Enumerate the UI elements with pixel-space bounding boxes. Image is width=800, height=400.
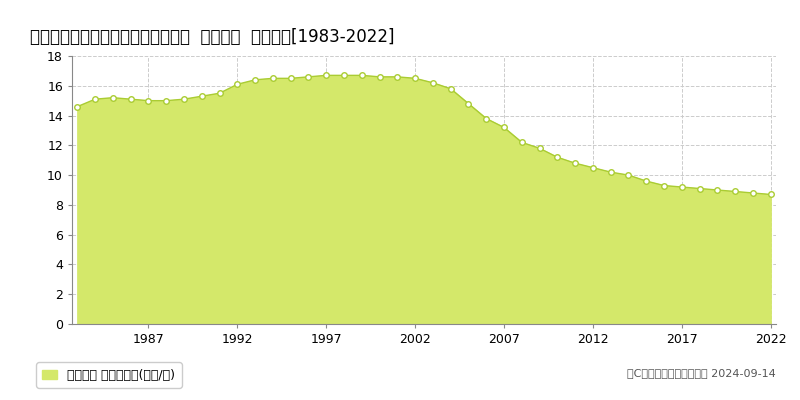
Text: （C）土地価格ドットコム 2024-09-14: （C）土地価格ドットコム 2024-09-14 — [627, 368, 776, 378]
Legend: 地価公示 平均坊単価(万円/坊): 地価公示 平均坊単価(万円/坊) — [36, 362, 182, 388]
Text: 福岡県大牧田市中町２丁目１０番４  地価公示  地価推移[1983-2022]: 福岡県大牧田市中町２丁目１０番４ 地価公示 地価推移[1983-2022] — [30, 28, 394, 46]
